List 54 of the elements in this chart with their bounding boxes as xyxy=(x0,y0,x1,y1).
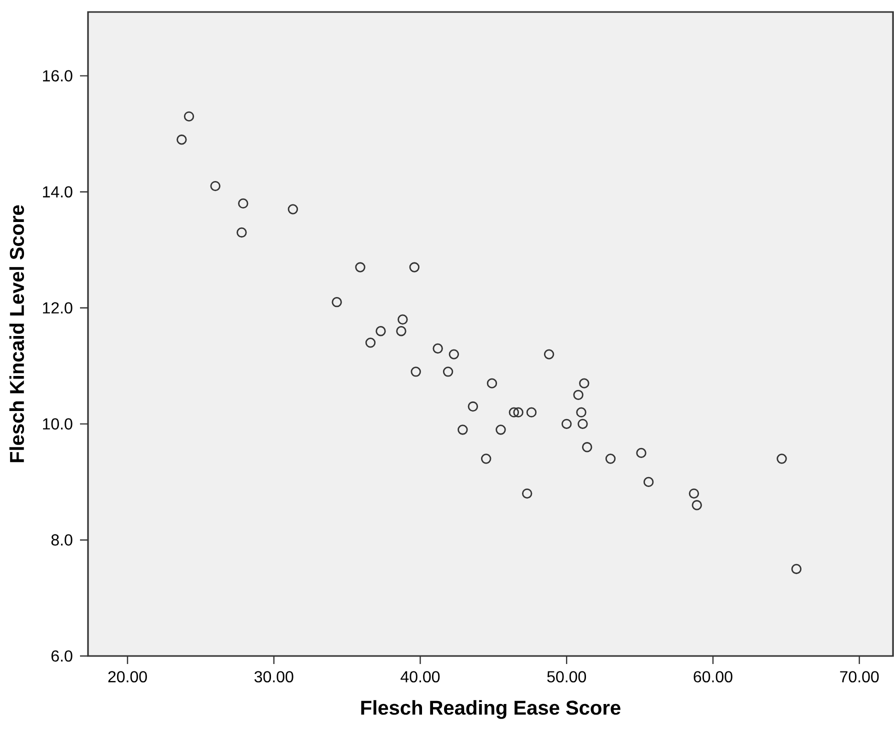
point xyxy=(522,488,532,499)
y-tick-label: 14.0 xyxy=(43,186,72,198)
point xyxy=(376,326,386,336)
point xyxy=(496,424,506,435)
point xyxy=(513,407,524,418)
point xyxy=(579,378,590,388)
point xyxy=(605,454,616,464)
point xyxy=(486,378,498,388)
point xyxy=(176,134,187,145)
point xyxy=(398,314,408,325)
point xyxy=(410,366,421,377)
point xyxy=(776,454,787,464)
point xyxy=(448,349,460,360)
point xyxy=(184,111,194,122)
point xyxy=(365,338,376,348)
point xyxy=(508,407,520,418)
x-axis-title: Flesch Reading Ease Score xyxy=(361,700,620,719)
x-tick-label: 70.00 xyxy=(840,671,879,682)
point xyxy=(396,326,406,336)
point xyxy=(576,407,586,418)
point xyxy=(355,262,366,272)
point xyxy=(582,442,592,452)
point xyxy=(573,390,584,400)
point xyxy=(210,180,220,192)
point xyxy=(236,227,247,238)
y-tick-label: 12.0 xyxy=(43,302,72,314)
point xyxy=(578,418,588,430)
point xyxy=(238,198,248,209)
x-tick-label: 30.00 xyxy=(254,671,294,682)
x-tick-label: 60.00 xyxy=(694,671,732,682)
point xyxy=(526,407,537,418)
point xyxy=(332,296,342,308)
point xyxy=(468,401,478,412)
y-tick-label: 6.0 xyxy=(52,650,72,662)
point xyxy=(458,424,468,435)
x-tick-label: 50.00 xyxy=(547,671,586,682)
point xyxy=(688,488,700,499)
point xyxy=(544,349,554,360)
point xyxy=(481,454,492,464)
point xyxy=(643,476,654,488)
point xyxy=(442,366,454,377)
x-tick-label: 20.00 xyxy=(108,671,147,682)
point xyxy=(288,204,298,214)
point xyxy=(432,343,443,354)
y-tick-label: 16.0 xyxy=(43,70,72,82)
y-axis-title: Flesch Kincaid Level Score xyxy=(9,205,24,462)
point xyxy=(409,262,420,272)
y-tick-label: 8.0 xyxy=(51,534,72,546)
point xyxy=(692,500,702,510)
point xyxy=(562,418,572,430)
y-tick-label: 10.0 xyxy=(43,418,72,430)
point xyxy=(636,448,646,458)
x-tick-label: 40.00 xyxy=(400,671,440,682)
point xyxy=(791,564,802,574)
